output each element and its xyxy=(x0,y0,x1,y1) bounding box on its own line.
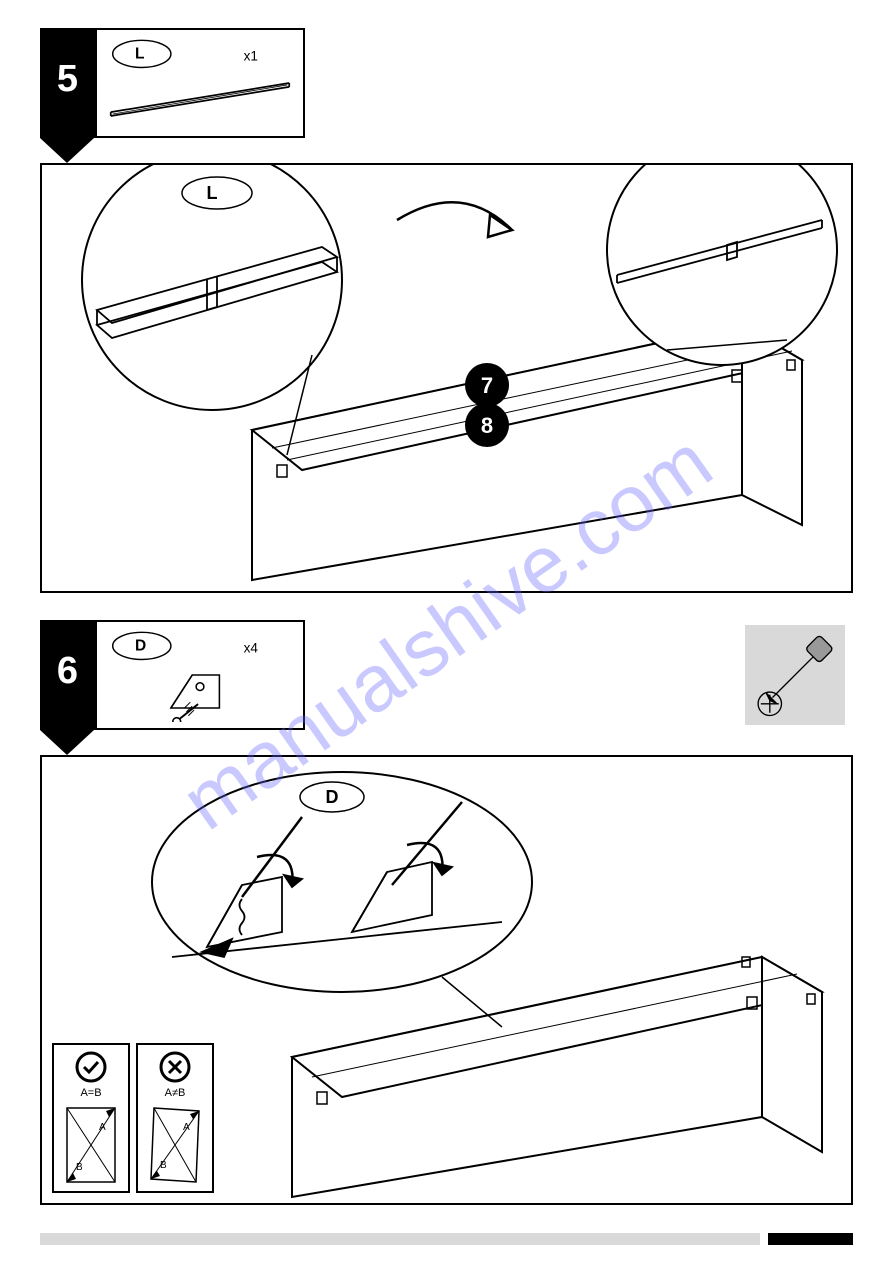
part-L-label: L xyxy=(135,46,144,63)
step-5-number: 5 xyxy=(40,58,95,101)
check-ok-icon xyxy=(75,1051,107,1083)
step-6-tab: 6 xyxy=(40,620,95,730)
check-bad-icon xyxy=(159,1051,191,1083)
step-5-header: 5 L x1 xyxy=(40,28,853,138)
step-6: 6 D x4 xyxy=(40,620,853,730)
alignment-check: A=B A B A≠B xyxy=(52,1043,214,1193)
detail-L-label: L xyxy=(207,183,218,203)
tool-box xyxy=(745,625,845,725)
step-6-number: 6 xyxy=(40,650,95,693)
step-5: 5 L x1 xyxy=(40,28,853,138)
check-ok-A: A xyxy=(99,1122,106,1133)
step-6-header: 6 D x4 xyxy=(40,620,853,730)
step-5-tab: 5 xyxy=(40,28,95,138)
step-6-panel: D xyxy=(40,755,853,1205)
step-5-panel: 7 8 L xyxy=(40,163,853,593)
check-bad-A: A xyxy=(183,1122,190,1133)
step-6-parts-box: D x4 xyxy=(95,620,305,730)
part-L-count: x1 xyxy=(244,49,258,64)
check-ok-label: A=B xyxy=(80,1087,101,1099)
check-bad-label: A≠B xyxy=(165,1087,186,1099)
detail-D-label: D xyxy=(326,787,339,807)
part-D-count: x4 xyxy=(244,641,259,656)
label-8: 8 xyxy=(481,413,493,438)
check-bad-B: B xyxy=(160,1160,167,1171)
check-ok-B: B xyxy=(76,1162,83,1173)
footer-bar xyxy=(40,1233,760,1245)
label-7: 7 xyxy=(481,373,493,398)
footer-page-marker xyxy=(768,1233,853,1245)
check-wrong: A≠B A B xyxy=(136,1043,214,1193)
part-D-label: D xyxy=(135,638,146,655)
step-5-parts-box: L x1 xyxy=(95,28,305,138)
check-correct: A=B A B xyxy=(52,1043,130,1193)
